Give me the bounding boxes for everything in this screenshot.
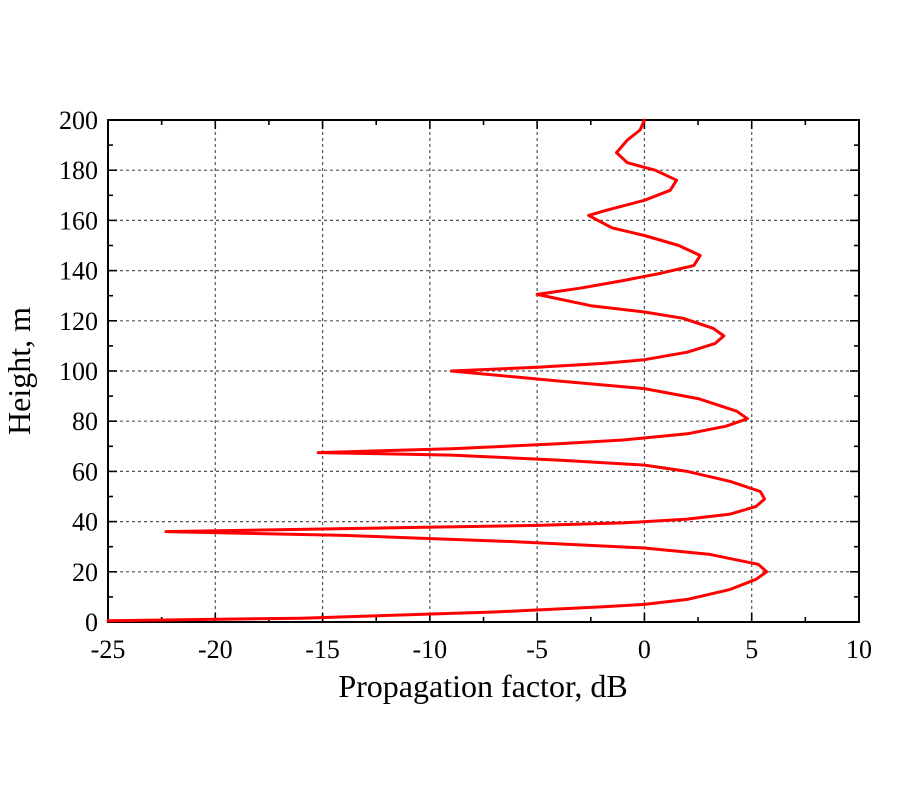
- x-tick-label: -15: [305, 635, 340, 664]
- x-tick-labels: -25 -20 -15 -10 -5 0 5 10: [91, 635, 872, 664]
- series-line-0: [106, 118, 769, 623]
- x-tick-label: 0: [638, 635, 651, 664]
- x-tick-label: -20: [198, 635, 233, 664]
- y-tick-label: 120: [59, 307, 98, 336]
- y-tick-label: 20: [72, 558, 98, 587]
- series-layer: [106, 118, 769, 623]
- y-tick-label: 80: [72, 407, 98, 436]
- y-tick-label: 160: [59, 206, 98, 235]
- x-tick-label: 5: [745, 635, 758, 664]
- x-tick-label: -10: [413, 635, 448, 664]
- x-tick-label: 10: [846, 635, 872, 664]
- y-tick-label: 200: [59, 106, 98, 135]
- y-tick-labels: 0 20 40 60 80 100 120 140 160 180 200: [59, 106, 98, 637]
- y-tick-label: 0: [85, 608, 98, 637]
- y-tick-label: 100: [59, 357, 98, 386]
- x-axis-title: Propagation factor, dB: [338, 668, 627, 704]
- x-tick-label: -25: [91, 635, 126, 664]
- x-tick-label: -5: [526, 635, 548, 664]
- grid-layer: [108, 120, 859, 622]
- y-tick-label: 140: [59, 257, 98, 286]
- y-tick-label: 40: [72, 508, 98, 537]
- y-axis-title: Height, m: [1, 307, 37, 435]
- y-tick-label: 60: [72, 457, 98, 486]
- y-tick-label: 180: [59, 156, 98, 185]
